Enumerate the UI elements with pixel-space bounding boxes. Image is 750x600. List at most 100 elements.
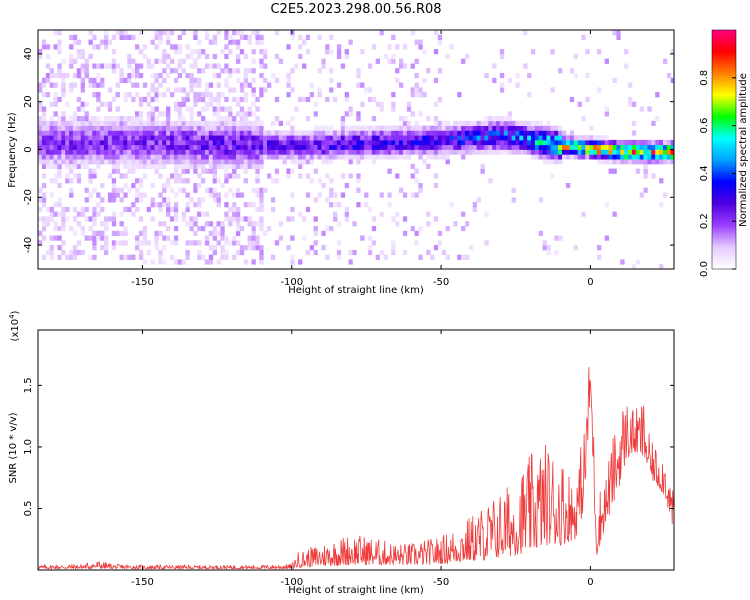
spectrogram-cell	[216, 240, 221, 246]
spectrogram-cell	[131, 125, 136, 131]
spectrogram-cell	[364, 144, 369, 150]
spectrogram-cell	[402, 230, 408, 236]
spectrogram-cell	[236, 206, 241, 213]
spectrogram-cell	[391, 92, 396, 98]
spectrogram-cell	[80, 125, 85, 131]
spectrogram-cell	[138, 139, 144, 146]
spectrogram-cell	[88, 30, 93, 36]
spectrogram-cell	[96, 230, 101, 236]
spectrogram-cell	[255, 163, 260, 169]
spectrogram-cell	[170, 216, 175, 222]
spectrogram-cell	[259, 226, 264, 232]
spectrogram-cell	[651, 149, 656, 155]
spectrogram-cell	[119, 30, 124, 36]
spectrogram-cell	[138, 144, 144, 150]
spectrogram-cell	[329, 139, 334, 146]
spectrogram-cell	[367, 87, 373, 93]
spectrogram-cell	[38, 87, 43, 93]
spectrogram-cell	[274, 96, 280, 103]
spectrogram-cell	[41, 149, 47, 155]
spectrogram-cell	[72, 159, 78, 165]
spectrogram-cell	[170, 254, 175, 260]
spectrogram-cell	[554, 159, 559, 165]
spectrogram-cell	[453, 144, 458, 150]
spectrogram-cell	[72, 135, 78, 141]
spectrogram-cell	[204, 92, 210, 98]
spectrogram-cell	[511, 197, 516, 203]
spectrogram-cell	[550, 49, 555, 55]
spectrogram-cell	[158, 120, 163, 126]
spectrogram-cell	[542, 240, 547, 246]
spectrogram-cell	[80, 230, 85, 236]
spectrogram-cell	[321, 245, 326, 251]
spectrogram-cell	[274, 149, 280, 155]
spectrogram-cell	[336, 53, 342, 60]
spectrogram-cell	[305, 144, 311, 150]
spectrogram-cell	[344, 53, 349, 60]
spectrogram-cell	[305, 154, 311, 160]
spectrogram-cell	[228, 159, 233, 165]
spectrogram-cell	[406, 130, 412, 136]
spectrogram-cell	[290, 125, 295, 131]
spectrogram-cell	[181, 139, 186, 146]
spectrogram-cell	[61, 144, 66, 150]
spectrogram-cell	[433, 149, 439, 155]
spectrogram-cell	[142, 159, 148, 165]
spectrogram-cell	[616, 159, 621, 165]
spectrogram-cell	[371, 130, 377, 136]
spectrogram-cell	[208, 63, 214, 69]
spectrogram-cell	[298, 139, 303, 146]
spectrogram-cell	[146, 111, 151, 117]
spectrogram-cell	[624, 63, 629, 69]
spectrogram-cell	[228, 187, 233, 193]
spectrogram-cell	[57, 116, 62, 122]
spectrogram-cell	[236, 192, 241, 198]
spectrogram-cell	[259, 187, 264, 193]
spectrogram-cell	[104, 44, 109, 50]
spectrogram-cell	[166, 206, 171, 213]
spectrogram-cell	[270, 130, 276, 136]
spectrogram-cell	[135, 240, 140, 246]
spectrogram-cell	[488, 130, 493, 136]
spectrogram-cell	[115, 125, 120, 131]
spectrogram-cell	[243, 135, 248, 141]
spectrogram-cell	[162, 144, 167, 150]
spectrogram-cell	[569, 144, 575, 150]
spectrogram-cell	[212, 245, 217, 251]
spectrogram-cell	[492, 125, 497, 131]
spectrogram-cell	[119, 197, 124, 203]
spectrogram-cell	[170, 187, 175, 193]
spectrogram-cell	[426, 130, 431, 136]
spectrogram-cell	[387, 135, 392, 141]
spectrogram-cell	[620, 149, 625, 155]
spectrogram-cell	[201, 197, 206, 203]
spectrogram-cell	[499, 53, 505, 60]
spectrogram-cell	[367, 154, 373, 160]
spectrogram-cell	[523, 120, 528, 126]
spectrogram-cell	[127, 254, 132, 260]
spectrogram-cell	[531, 130, 536, 136]
spectrogram-cell	[65, 254, 70, 260]
spectrogram-cell	[49, 206, 54, 213]
spectrogram-cell	[336, 254, 342, 260]
spectrogram-cell	[410, 226, 415, 232]
spectrogram-cell	[422, 135, 427, 141]
spectrogram-cell	[53, 120, 58, 126]
spectrogram-cell	[92, 159, 97, 165]
spectrogram-cell	[224, 30, 229, 36]
spectrogram-cell	[628, 139, 633, 146]
spectrogram-cell	[329, 68, 334, 74]
spectrogram-cell	[298, 163, 303, 169]
spectrogram-cell	[546, 149, 551, 155]
spectrogram-cell	[100, 206, 105, 213]
spectrogram-cell	[402, 249, 408, 256]
spectrogram-cell	[406, 101, 412, 107]
spectrogram-cell	[111, 192, 117, 198]
spectrogram-cell	[344, 206, 349, 213]
spectrogram-cell	[379, 149, 384, 155]
spectrogram-cell	[247, 159, 252, 165]
spectrogram-cell	[177, 259, 182, 265]
spectrogram-cell	[166, 63, 171, 69]
spectrogram-cell	[430, 130, 435, 136]
spectrogram-cell	[88, 168, 93, 174]
